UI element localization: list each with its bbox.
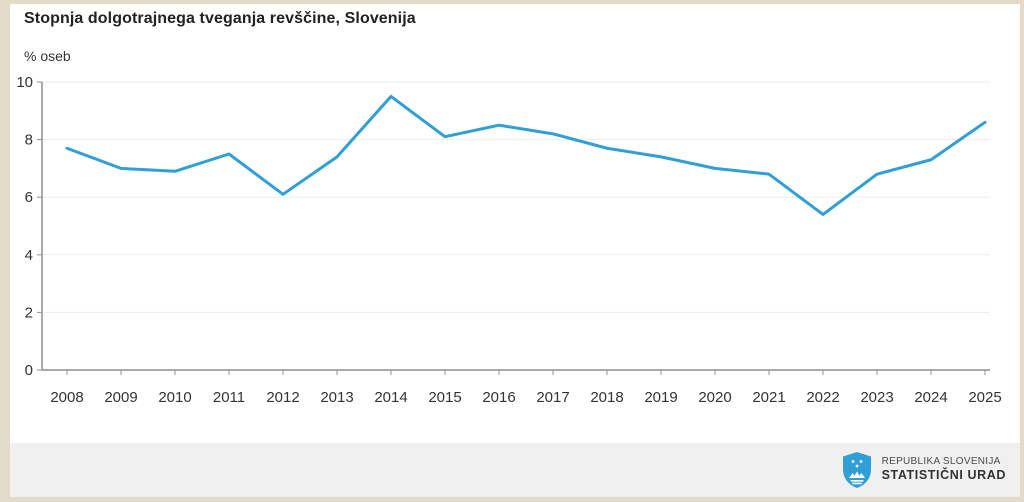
x-tick-label: 2022 [806,389,839,406]
surs-logo: REPUBLIKA SLOVENIJA STATISTIČNI URAD [842,452,1006,488]
y-tick-label: 6 [25,189,33,206]
slovenia-coat-of-arms-icon [842,452,871,488]
chart-title: Stopnja dolgotrajnega tveganja revščine,… [24,10,416,27]
logo-text-line1: REPUBLIKA SLOVENIJA [881,455,1001,467]
x-tick-label: 2010 [158,389,191,406]
y-tick-label: 10 [16,74,33,91]
x-tick-label: 2008 [50,389,83,406]
x-tick-label: 2013 [320,389,353,406]
x-tick-label: 2014 [374,389,407,406]
x-tick-label: 2019 [644,389,677,406]
x-tick-label: 2012 [266,389,299,406]
x-tick-label: 2018 [590,389,623,406]
x-tick-label: 2016 [482,389,515,406]
x-tick-label: 2021 [752,389,785,406]
x-tick-label: 2009 [104,389,137,406]
logo-text-line2: STATISTIČNI URAD [881,468,1006,483]
y-tick-label: 2 [25,304,33,321]
x-tick-label: 2020 [698,389,731,406]
data-line-series [65,94,987,216]
logo-text: REPUBLIKA SLOVENIJA STATISTIČNI URAD [882,456,1006,484]
x-tick-label: 2025 [968,389,1001,406]
chart-widget: Stopnja dolgotrajnega tveganja revščine,… [10,4,1020,497]
y-tick-label: 4 [25,247,33,264]
y-tick-label: 8 [25,132,33,149]
footer-bar: REPUBLIKA SLOVENIJA STATISTIČNI URAD [10,443,1020,497]
x-tick-label: 2017 [536,389,569,406]
x-tick-label: 2024 [914,389,947,406]
x-tick-label: 2023 [860,389,893,406]
x-tick-label: 2015 [428,389,461,406]
line-chart: 0 2 4 6 8 10 2008 2009 2010 2011 2012 2013 2014 2015 2… [16,74,1001,406]
y-tick-label: 0 [25,362,33,379]
x-tick-label: 2011 [213,389,245,406]
y-axis-unit-label: % oseb [24,48,71,64]
